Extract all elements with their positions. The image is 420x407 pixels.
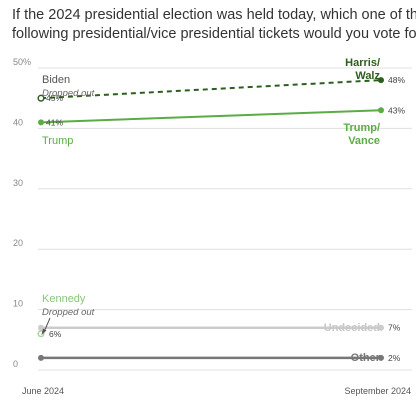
series-label-harris-walz-line-2: Walz xyxy=(355,70,380,82)
data-label: 6% xyxy=(49,329,62,339)
series-label-other: Other xyxy=(351,352,381,364)
series-label-harris-walz-line-1: Harris/ xyxy=(345,57,380,69)
series-label-trump: Trump xyxy=(42,135,73,147)
series-sublabel-biden: Dropped out xyxy=(42,88,95,99)
y-tick-label: 10 xyxy=(13,299,23,309)
series-label-kennedy: Kennedy xyxy=(42,293,86,305)
data-label: 48% xyxy=(388,75,405,85)
data-label: 7% xyxy=(388,323,401,333)
annotation-arrowhead xyxy=(41,328,47,335)
y-tick-label: 40 xyxy=(13,117,23,127)
data-point-other xyxy=(378,354,384,361)
x-tick-label: September 2024 xyxy=(344,386,411,396)
data-label: 43% xyxy=(388,105,405,115)
series-label-trump-vance-line-2: Vance xyxy=(348,135,380,147)
series-label-trump-vance-line-1: Trump/ xyxy=(343,122,380,134)
y-tick-label: 20 xyxy=(13,238,23,248)
y-tick-label: 0 xyxy=(13,359,18,369)
data-label: 41% xyxy=(46,117,63,127)
data-point-undecided xyxy=(378,324,384,331)
series-label-undecided: Undecided xyxy=(324,322,380,334)
chart-title-line-1: If the 2024 presidential election was he… xyxy=(12,7,416,23)
y-tick-label: 50% xyxy=(13,57,31,67)
data-point-other xyxy=(38,354,44,361)
series-label-biden: Biden xyxy=(42,74,70,86)
data-label: 2% xyxy=(388,353,401,363)
chart-title-line-2: following presidential/vice presidential… xyxy=(12,26,416,42)
chart-title: If the 2024 presidential election was he… xyxy=(12,6,416,44)
series-line-trump xyxy=(40,109,382,124)
data-point-undecided xyxy=(38,324,44,331)
data-point-trump-vance xyxy=(378,107,384,114)
data-point-harris-walz xyxy=(378,77,384,84)
series-line-biden-harris xyxy=(40,79,382,100)
data-point-biden xyxy=(37,94,45,102)
series-sublabel-kennedy: Dropped out xyxy=(42,307,95,318)
y-tick-label: 30 xyxy=(13,178,23,188)
x-tick-label: June 2024 xyxy=(22,386,64,396)
data-label: 45% xyxy=(46,93,63,103)
data-point-trump xyxy=(38,119,44,126)
